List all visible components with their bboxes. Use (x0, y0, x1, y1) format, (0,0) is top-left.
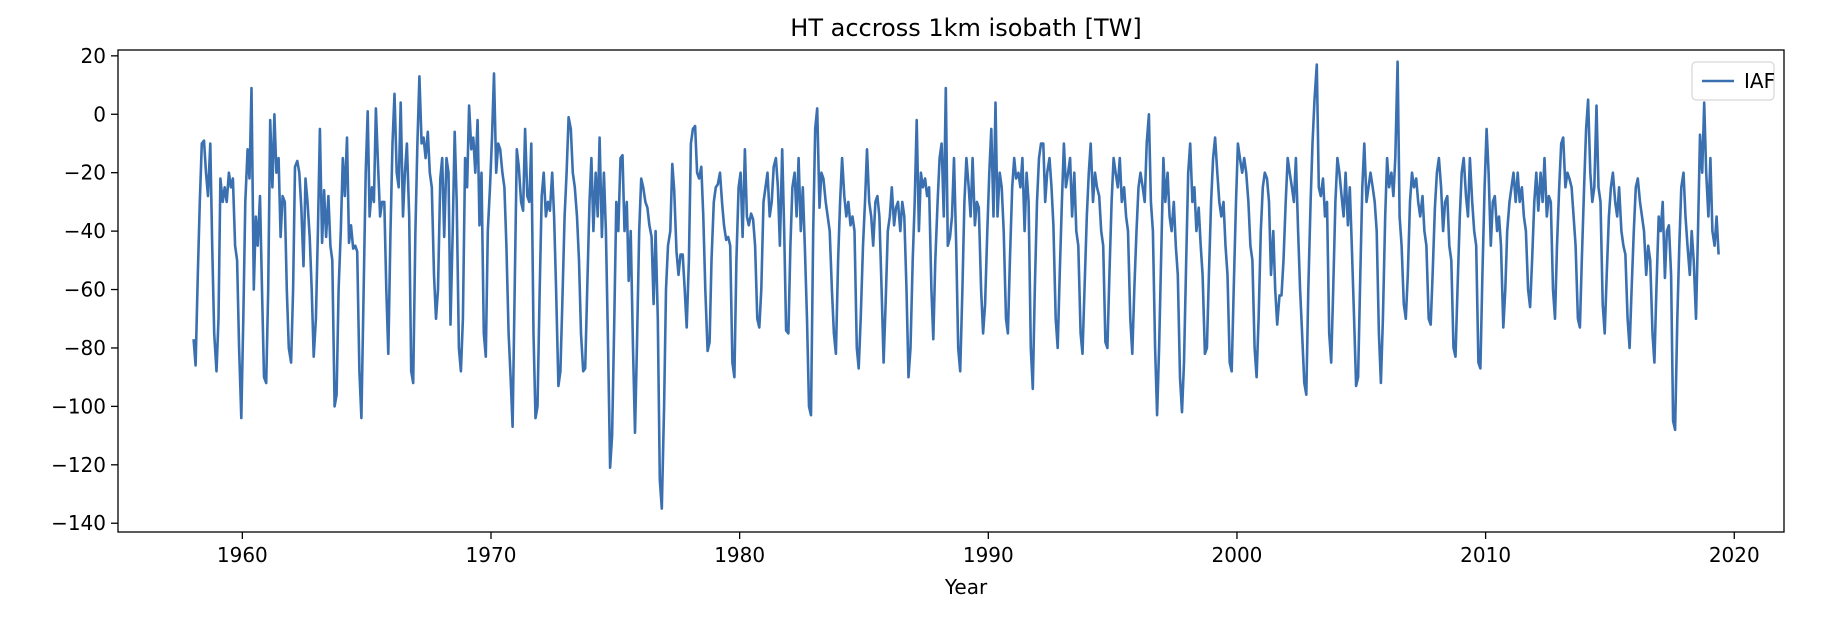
x-tick-label: 2000 (1212, 543, 1263, 567)
x-axis-label: Year (944, 575, 988, 599)
plot-frame (117, 49, 1785, 533)
y-tick-label: 20 (81, 44, 106, 68)
y-tick-label: −100 (51, 394, 106, 418)
chart-title: HT accross 1km isobath [TW] (790, 14, 1141, 42)
x-tick-label: 1990 (963, 543, 1014, 567)
y-tick-label: −40 (64, 219, 106, 243)
y-tick-label: −120 (51, 453, 106, 477)
x-tick-label: 2010 (1460, 543, 1511, 567)
y-tick-label: −60 (64, 278, 106, 302)
series-line-1 (192, 60, 1720, 510)
legend-label: IAF (1744, 69, 1775, 93)
x-tick-label: 2020 (1709, 543, 1760, 567)
plot-area: 1960 1970 1980 1990 2000 2010 2020200−20−40−60… (51, 44, 1785, 567)
y-tick-label: −140 (51, 511, 106, 535)
y-tick-label: −80 (64, 336, 106, 360)
x-tick-label: 1970 (466, 543, 517, 567)
x-tick-label: 1980 (714, 543, 765, 567)
y-tick-label: 0 (93, 102, 106, 126)
y-tick-label: −20 (64, 161, 106, 185)
legend: IAF (1691, 61, 1775, 101)
x-tick-label: 1960 (217, 543, 268, 567)
